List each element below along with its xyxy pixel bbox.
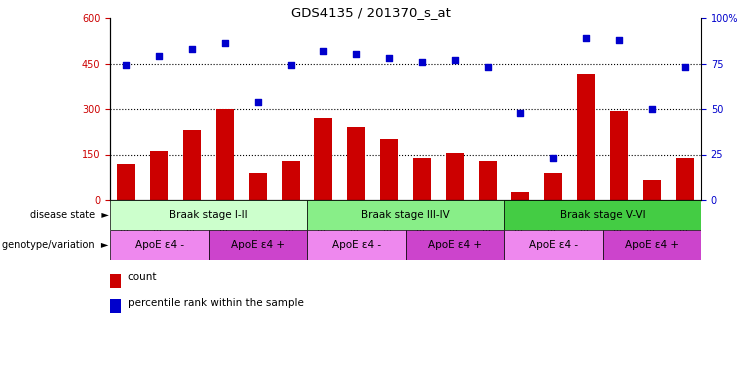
Point [679,64,691,70]
Text: percentile rank within the sample: percentile rank within the sample [127,298,304,308]
Bar [150,151,168,200]
Point [449,57,461,63]
Point [121,62,133,68]
Bar [504,230,602,260]
Point [416,59,428,65]
Bar [380,139,398,200]
Bar [511,192,530,200]
Bar [249,173,267,200]
Point [285,62,296,68]
Text: disease state  ►: disease state ► [30,210,108,220]
Bar [504,200,701,230]
Point [186,46,198,52]
Bar [602,230,701,260]
Bar [413,157,431,200]
Text: Braak stage I-II: Braak stage I-II [169,210,247,220]
Text: genotype/variation  ►: genotype/variation ► [2,240,108,250]
Bar [610,111,628,200]
Point [646,106,658,112]
Text: ApoE ε4 -: ApoE ε4 - [528,240,578,250]
Bar [110,299,121,313]
Point [514,109,526,116]
Point [219,40,231,46]
Bar [314,118,333,200]
Bar [216,109,234,200]
Point [383,55,395,61]
Point [580,35,592,41]
Point [153,53,165,59]
Bar [544,173,562,200]
Bar [446,153,464,200]
Bar [676,157,694,200]
Bar [117,164,136,200]
Point [482,64,494,70]
Point [548,155,559,161]
Bar [348,127,365,200]
Text: ApoE ε4 +: ApoE ε4 + [428,240,482,250]
Bar [577,74,595,200]
Text: count: count [127,273,157,283]
Bar [183,130,201,200]
Point [317,48,329,54]
Bar [642,180,661,200]
Bar [110,230,208,260]
Point [613,37,625,43]
Text: Braak stage III-IV: Braak stage III-IV [361,210,450,220]
Bar [479,161,496,200]
Text: ApoE ε4 +: ApoE ε4 + [625,240,679,250]
Text: ApoE ε4 -: ApoE ε4 - [135,240,184,250]
Text: ApoE ε4 +: ApoE ε4 + [230,240,285,250]
Bar [282,161,299,200]
Bar [110,274,121,288]
Bar [307,230,405,260]
Point [252,99,264,105]
Bar [110,200,307,230]
Point [350,51,362,58]
Text: ApoE ε4 -: ApoE ε4 - [332,240,381,250]
Text: GDS4135 / 201370_s_at: GDS4135 / 201370_s_at [290,6,451,19]
Bar [405,230,504,260]
Text: Braak stage V-VI: Braak stage V-VI [559,210,645,220]
Bar [307,200,504,230]
Bar [208,230,307,260]
